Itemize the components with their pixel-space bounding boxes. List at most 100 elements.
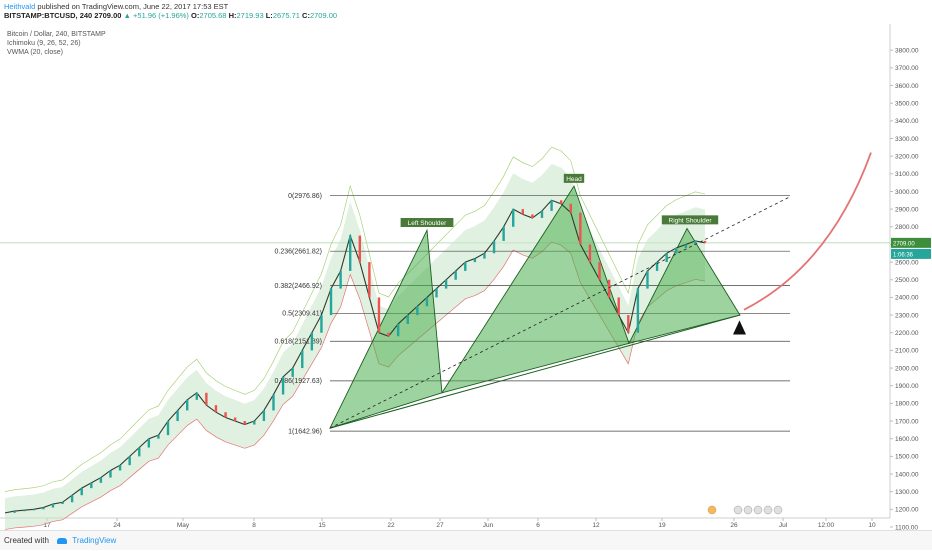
x-tick-label: 27 (436, 522, 444, 529)
last-price: 2709.00 (94, 11, 122, 20)
candle (291, 368, 294, 377)
close-label: C: (302, 11, 310, 20)
candle (70, 495, 74, 503)
y-tick-label: 1400.00 (895, 471, 919, 478)
fib-level-label: 0.618(2151.89) (275, 339, 322, 346)
y-tick-label: 3100.00 (895, 171, 919, 178)
candle (396, 323, 400, 337)
event-marker-icon[interactable] (733, 505, 743, 515)
price-chart[interactable]: 1100.00 1200.00 1300.00 1400.00 1500.00 1600.… (0, 24, 932, 530)
candle (483, 253, 486, 259)
y-tick-label: 3600.00 (895, 83, 919, 90)
candle (128, 456, 131, 466)
pattern-triangle[interactable] (440, 185, 630, 394)
candle (502, 226, 505, 241)
y-tick-label: 3800.00 (895, 47, 919, 54)
candle (406, 315, 409, 324)
y-tick-label: 2800.00 (895, 224, 919, 231)
ohlc-line: BITSTAMP:BTCUSD, 240 2709.00 ▲ +51.96 (+… (4, 11, 928, 20)
candle (684, 244, 688, 248)
pattern-label-bg (400, 218, 454, 228)
fib-level-label: 0(2976.86) (288, 193, 322, 200)
y-tick-label: 2100.00 (895, 348, 919, 355)
candle (550, 200, 553, 211)
pattern-label-bg (661, 215, 719, 225)
event-marker-icon[interactable] (743, 505, 753, 515)
x-tick-label: 24 (113, 522, 121, 529)
candle (51, 504, 55, 508)
candle (665, 253, 668, 263)
neckline[interactable] (329, 314, 741, 429)
y-tick-label: 2000.00 (895, 365, 919, 372)
candle (675, 247, 678, 254)
candle (176, 410, 179, 422)
projection-curve (743, 152, 872, 311)
candle (99, 477, 103, 483)
candle (598, 262, 601, 280)
created-with-text: Created with (4, 536, 49, 545)
low-label: L: (265, 11, 273, 20)
low-value: 2675.71 (272, 11, 300, 20)
candle (272, 394, 275, 411)
candle (646, 270, 649, 289)
y-tick-label: 2300.00 (895, 312, 919, 319)
candle (339, 270, 342, 289)
author-link[interactable]: Heithvald (4, 2, 36, 11)
candle (349, 235, 352, 271)
candle (32, 509, 35, 511)
symbol-label: BITSTAMP:BTCUSD, 240 (4, 11, 93, 20)
open-value: 2705.68 (199, 11, 227, 20)
dashed-trendline (329, 196, 791, 429)
high-label: H: (228, 11, 237, 20)
price-badge-label: 1:06:36 (893, 252, 914, 258)
candle (147, 438, 151, 448)
price-badge-label: 2709.00 (893, 241, 915, 247)
tradingview-link[interactable]: TradingView (72, 536, 117, 545)
price-badge (891, 248, 931, 259)
candle (521, 209, 525, 215)
candle (281, 376, 285, 395)
candle (138, 447, 141, 457)
event-marker-icon[interactable] (773, 505, 783, 515)
ichimoku-lagging (4, 146, 706, 492)
event-marker-icon[interactable] (763, 505, 773, 515)
candle (157, 435, 160, 439)
candle (320, 315, 323, 333)
candle (655, 262, 659, 271)
pattern-triangle[interactable] (628, 227, 741, 345)
x-tick-label: May (177, 522, 190, 529)
candle (214, 405, 218, 413)
candle (301, 350, 304, 369)
candle (118, 465, 122, 471)
x-tick-label: Jun (483, 522, 494, 529)
y-tick-label: 3000.00 (895, 189, 919, 196)
footer-bar: Created with TradingView (0, 530, 932, 550)
candle (607, 279, 611, 298)
event-marker-icon[interactable] (753, 505, 763, 515)
event-marker-icon[interactable] (707, 505, 717, 515)
y-tick-label: 3500.00 (895, 100, 919, 107)
candle (492, 240, 496, 254)
high-value: 2719.93 (236, 11, 264, 20)
y-tick-label: 2900.00 (895, 206, 919, 213)
candle (166, 421, 170, 436)
legend-vwma[interactable]: VWMA (20, close) (7, 49, 64, 56)
candle (358, 235, 361, 263)
x-tick-label: 6 (536, 522, 540, 529)
x-tick-label: 10 (868, 522, 876, 529)
candle (90, 482, 93, 489)
y-tick-label: 2500.00 (895, 277, 919, 284)
fib-level-label: 0.5(2309.41) (282, 311, 322, 318)
candle (416, 306, 419, 316)
candle (368, 262, 371, 298)
candle (253, 421, 256, 425)
y-tick-label: 3400.00 (895, 118, 919, 125)
x-tick-label: 17 (43, 522, 51, 529)
candle (13, 511, 16, 513)
candle (425, 297, 429, 307)
legend-ichimoku[interactable]: Ichimoku (9, 26, 52, 26) (7, 40, 81, 47)
up-arrow-icon: ▲ (123, 11, 131, 20)
y-tick-label: 1100.00 (895, 524, 918, 530)
candle (579, 212, 582, 245)
x-tick-label: Jul (779, 522, 788, 529)
